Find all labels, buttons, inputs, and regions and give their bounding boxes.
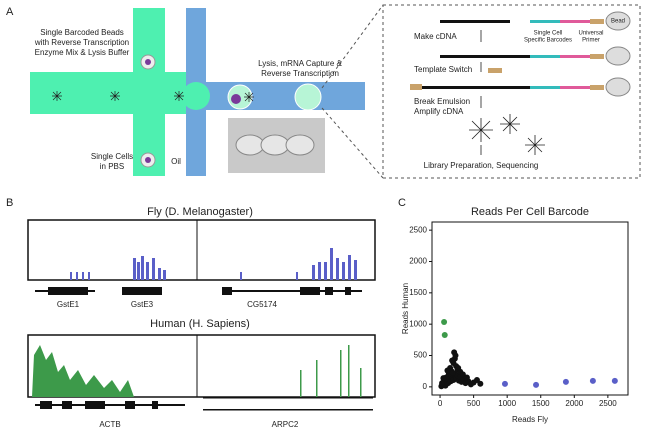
point [533, 381, 540, 388]
point [463, 374, 470, 381]
cell [231, 94, 241, 104]
y-tick-label: 2000 [409, 257, 427, 266]
point [452, 352, 459, 359]
track-box [27, 219, 376, 281]
droplet [182, 82, 210, 110]
step-label: Amplify cDNA [414, 107, 464, 116]
y-tick-label: 0 [423, 382, 428, 391]
channel [200, 82, 365, 110]
gene-label: GstE1 [57, 300, 80, 309]
point [444, 367, 451, 374]
step-label: Make cDNA [414, 32, 457, 41]
arrows [469, 30, 545, 155]
y-tick-label: 500 [414, 351, 428, 360]
fly-coverage [70, 248, 357, 280]
point [477, 380, 484, 387]
strands [410, 11, 631, 97]
x-tick-label: 2500 [599, 399, 617, 408]
x-tick-label: 1500 [532, 399, 550, 408]
point [441, 331, 448, 338]
panel-label: B [6, 197, 13, 209]
channel [133, 8, 165, 176]
micrograph-drops [235, 134, 315, 156]
x-axis-label: Reads Fly [512, 415, 548, 424]
step-label: Break Emulsion [414, 97, 470, 106]
point [611, 377, 618, 384]
chart-title: Reads Per Cell Barcode [471, 206, 589, 218]
annotation: with Reverse Transcription [34, 38, 129, 47]
point [440, 375, 447, 382]
panel-label: C [398, 197, 406, 209]
gene-models [35, 287, 373, 411]
annotation: Bead [611, 19, 625, 25]
annotation: Reverse Transcription [261, 69, 339, 78]
y-tick-label: 1500 [409, 288, 427, 297]
point [449, 357, 456, 364]
zoom-lines [321, 4, 384, 179]
track-box [27, 334, 376, 398]
gene-label: CG5174 [247, 300, 277, 309]
plot-area [431, 221, 629, 396]
panel-title: Human (H. Sapiens) [150, 318, 250, 330]
panel-label: A [6, 6, 14, 18]
x-tick-label: 500 [467, 399, 481, 408]
gene-label: ARPC2 [272, 420, 299, 429]
y-tick-label: 2500 [409, 225, 427, 234]
human-coverage [32, 345, 362, 397]
point [455, 365, 462, 372]
annotation: Single Barcoded Beads [40, 28, 124, 37]
annotation: Specific Barcodes [524, 38, 572, 44]
step-label: Template Switch [414, 65, 472, 74]
point [441, 318, 448, 325]
annotation: Oil [171, 157, 181, 166]
gene-label: ACTB [99, 420, 120, 429]
detail-box [382, 4, 641, 179]
point [439, 380, 446, 387]
x-tick-label: 2000 [565, 399, 583, 408]
point [449, 370, 456, 377]
cell [145, 157, 151, 163]
annotation: Universal [578, 31, 603, 37]
point [589, 377, 596, 384]
droplet [294, 83, 322, 111]
annotation: Enzyme Mix & Lysis Buffer [35, 48, 130, 57]
annotation: Primer [582, 38, 600, 44]
bead-icons [52, 91, 254, 102]
annotation: Lysis, mRNA Capture & [258, 59, 342, 68]
step-label: Library Preparation, Sequencing [424, 161, 539, 170]
annotation: Single Cell [534, 31, 563, 37]
y-axis-label: Reads Human [401, 283, 410, 334]
point [501, 380, 508, 387]
point [562, 378, 569, 385]
cell [145, 59, 151, 65]
x-tick-label: 0 [438, 399, 443, 408]
annotation: Single Cells [91, 152, 133, 161]
x-tick-label: 1000 [498, 399, 516, 408]
point [459, 371, 466, 378]
annotation: in PBS [100, 162, 124, 171]
gene-label: GstE3 [131, 300, 154, 309]
y-tick-label: 1000 [409, 319, 427, 328]
panel-title: Fly (D. Melanogaster) [147, 206, 253, 218]
